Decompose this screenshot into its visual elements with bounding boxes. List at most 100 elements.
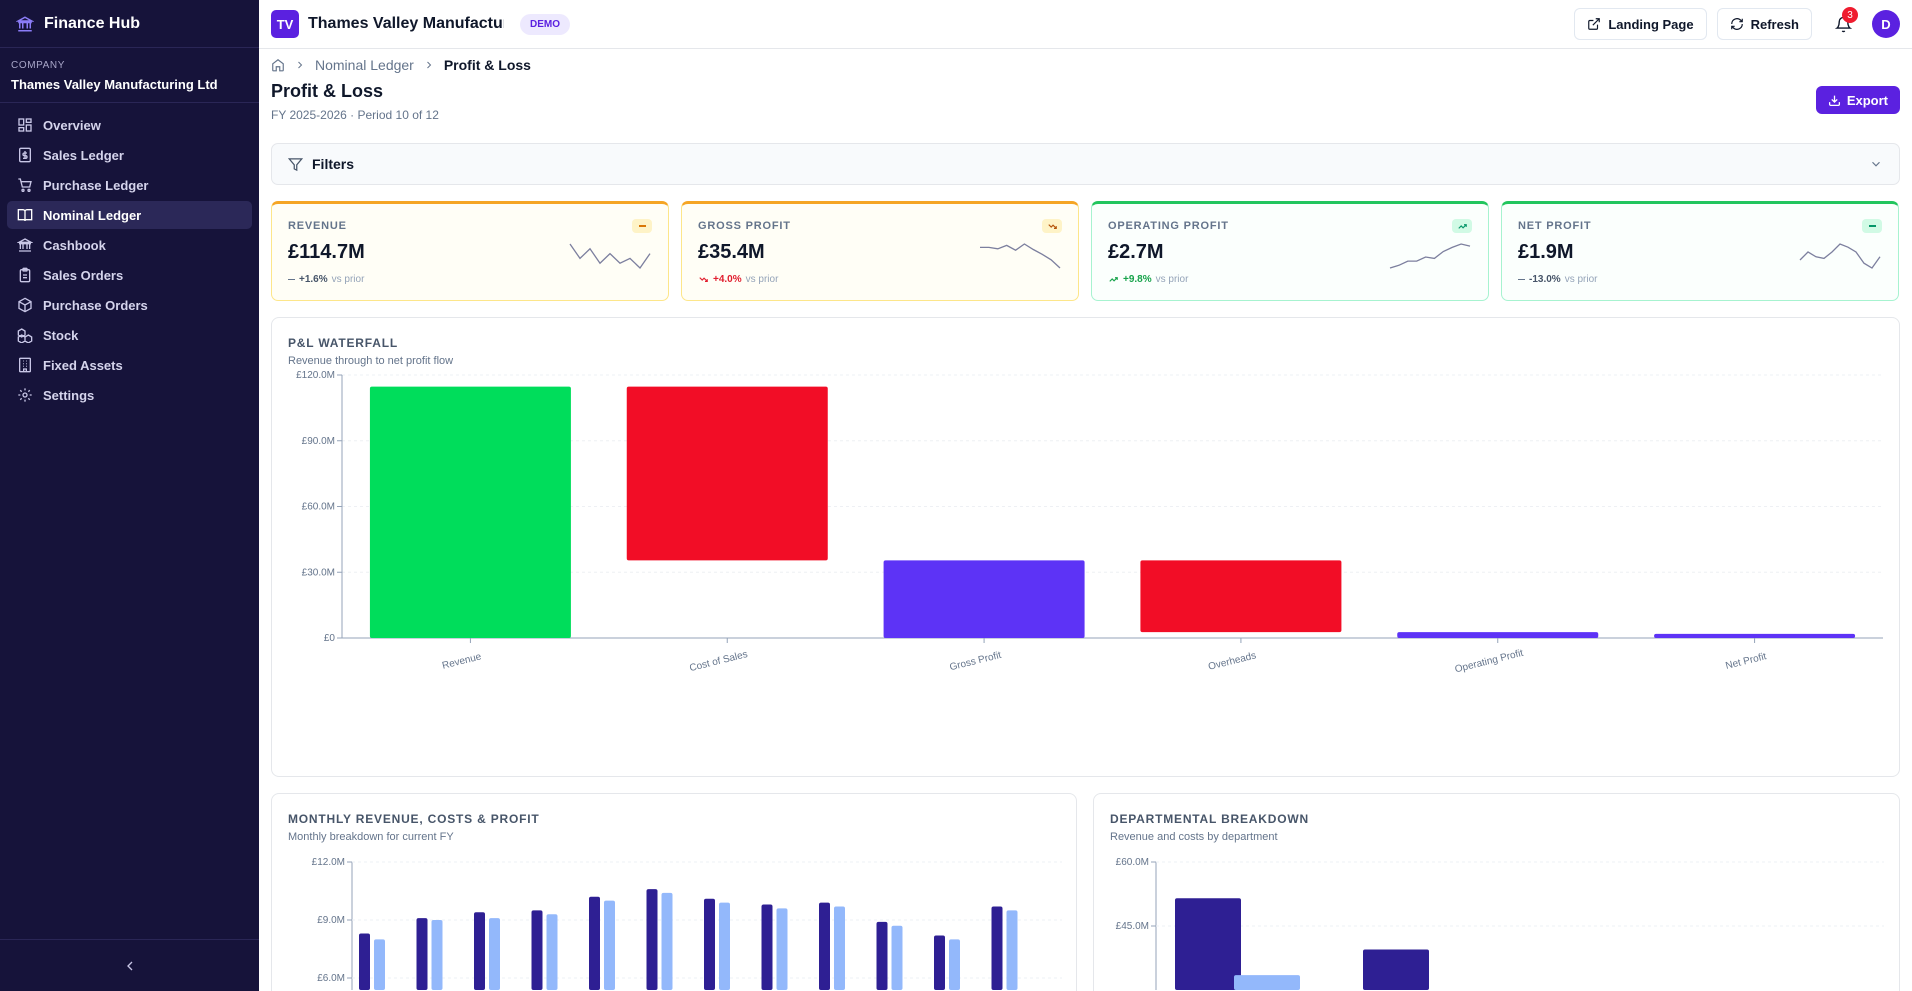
kpi-change-suffix: vs prior	[331, 274, 365, 285]
sidebar-item-purchase-ledger[interactable]: Purchase Ledger	[7, 171, 252, 199]
receipt-icon	[19, 147, 31, 163]
filter-icon	[288, 157, 303, 171]
main-content: Nominal Ledger Profit & Loss Profit & Lo…	[271, 49, 1900, 991]
sidebar-item-stock[interactable]: Stock	[7, 321, 252, 349]
monthly-bar-series-1	[991, 906, 1003, 990]
monthly-bar-series-1	[819, 902, 830, 990]
waterfall-bar-revenue	[369, 386, 571, 638]
kpi-change-value: -13.0%	[1529, 274, 1561, 285]
export-button[interactable]: Export	[1815, 86, 1900, 114]
book-icon	[17, 209, 33, 222]
waterfall-chart: £0 £30.0M £60.0M £90.0M £120.0M Revenue Cost o…	[296, 370, 1883, 675]
dept-bar-series-1	[1175, 898, 1241, 990]
kpi-change-value: +4.0%	[713, 274, 742, 285]
page-title: Profit & Loss	[271, 81, 384, 101]
monthly-bar-series-2	[604, 900, 615, 990]
x-tick-label: Revenue	[441, 651, 483, 671]
kpi-sparkline	[569, 243, 651, 269]
cart-icon	[18, 178, 32, 192]
monthly-bar-series-1	[474, 912, 485, 990]
sidebar-item-label: Sales Ledger	[43, 147, 124, 163]
sidebar-item-fixed-assets[interactable]: Fixed Assets	[7, 351, 252, 379]
x-tick-label: Net Profit	[1724, 651, 1767, 672]
topbar: TV Thames Valley Manufacturi... DEMO Lan…	[259, 0, 1912, 49]
notification-count-badge: 3	[1842, 7, 1858, 23]
monthly-bar-series-2	[431, 920, 443, 990]
sidebar-item-sales-ledger[interactable]: Sales Ledger	[7, 141, 252, 169]
demo-badge: DEMO	[520, 13, 570, 35]
kpi-label: NET PROFIT	[1518, 220, 1592, 232]
home-icon[interactable]	[271, 58, 285, 72]
org-logo: TV	[271, 10, 299, 38]
kpi-change-suffix: vs prior	[745, 274, 779, 285]
sidebar-item-label: Purchase Ledger	[43, 177, 149, 193]
y-tick-label: £6.0M	[317, 973, 345, 984]
sidebar-item-settings[interactable]: Settings	[7, 381, 252, 409]
landing-page-label: Landing Page	[1608, 16, 1694, 32]
waterfall-bar-overheads	[1140, 560, 1342, 633]
collapse-sidebar-button[interactable]	[0, 939, 259, 991]
kpi-change: +1.6% vs prior	[288, 274, 364, 285]
sidebar-item-label: Cashbook	[43, 237, 106, 253]
breadcrumb-nominal-ledger[interactable]: Nominal Ledger	[315, 57, 414, 73]
kpi-card-net-profit[interactable]: NET PROFIT £1.9M -13.0% vs prior	[1501, 201, 1899, 301]
departmental-subtitle: Revenue and costs by department	[1110, 831, 1278, 843]
sidebar: Finance Hub COMPANY Thames Valley Manufa…	[0, 0, 259, 991]
sparkline-path	[980, 243, 1061, 269]
kpi-change: +9.8% vs prior	[1108, 274, 1188, 285]
monthly-bar-series-1	[416, 918, 428, 990]
kpi-value: £114.7M	[288, 241, 365, 263]
company-label: COMPANY	[11, 60, 66, 71]
waterfall-bar-net-profit	[1654, 633, 1856, 638]
bank-icon	[17, 238, 33, 252]
sidebar-item-cashbook[interactable]: Cashbook	[7, 231, 252, 259]
dept-bar-series-1	[1363, 949, 1429, 990]
brand-name: Finance Hub	[44, 14, 141, 32]
sidebar-item-label: Overview	[43, 117, 101, 133]
breadcrumb-current: Profit & Loss	[443, 57, 531, 73]
kpi-card-operating-profit[interactable]: OPERATING PROFIT £2.7M +9.8% vs prior	[1091, 201, 1489, 301]
kpi-card-gross-profit[interactable]: GROSS PROFIT £35.4M +4.0% vs prior	[681, 201, 1079, 301]
y-tick-label: £12.0M	[312, 857, 345, 868]
trending-down-icon	[1042, 219, 1062, 233]
kpi-sparkline	[980, 243, 1061, 269]
kpi-value: £2.7M	[1108, 241, 1164, 263]
monthly-bar-series-2	[1006, 910, 1018, 990]
departmental-chart: £60.0M £45.0M	[1116, 857, 1884, 990]
filters-panel-toggle[interactable]: Filters	[271, 143, 1900, 185]
sidebar-item-nominal-ledger[interactable]: Nominal Ledger	[7, 201, 252, 229]
sparkline-path	[569, 243, 651, 269]
sidebar-item-label: Sales Orders	[43, 267, 124, 283]
company-selector[interactable]: COMPANY Thames Valley Manufacturing Ltd	[0, 48, 259, 103]
user-avatar[interactable]: D	[1872, 10, 1900, 38]
minus-icon	[288, 279, 295, 280]
chevron-left-icon	[126, 961, 132, 970]
monthly-bar-series-1	[761, 904, 773, 990]
kpi-sparkline	[1799, 243, 1881, 269]
monthly-bar-series-1	[934, 935, 945, 990]
kpi-cards: REVENUE £114.7M +1.6% vs prior GROSS PRO…	[271, 201, 1900, 301]
filters-label: Filters	[312, 156, 355, 172]
y-tick-label: £120.0M	[296, 370, 335, 381]
monthly-bar-series-2	[776, 908, 788, 990]
sidebar-item-label: Purchase Orders	[43, 297, 148, 313]
monthly-bar-series-2	[546, 914, 558, 990]
building-icon	[19, 357, 31, 373]
landing-page-button[interactable]: Landing Page	[1574, 8, 1707, 40]
brand[interactable]: Finance Hub	[0, 0, 259, 48]
kpi-card-revenue[interactable]: REVENUE £114.7M +1.6% vs prior	[271, 201, 669, 301]
sidebar-item-sales-orders[interactable]: Sales Orders	[7, 261, 252, 289]
refresh-button[interactable]: Refresh	[1716, 8, 1812, 40]
monthly-bar-series-2	[891, 925, 903, 990]
trending-up-icon	[1109, 277, 1118, 282]
notifications-button[interactable]: 3	[1828, 7, 1858, 39]
waterfall-card: P&L WATERFALL Revenue through to net pro…	[271, 317, 1900, 777]
gear-icon	[18, 388, 32, 402]
kpi-value: £1.9M	[1518, 241, 1574, 263]
sidebar-item-purchase-orders[interactable]: Purchase Orders	[7, 291, 252, 319]
kpi-change-suffix: vs prior	[1155, 274, 1189, 285]
y-tick-label: £9.0M	[317, 915, 345, 926]
sidebar-item-overview[interactable]: Overview	[7, 111, 252, 139]
y-tick-label: £90.0M	[302, 436, 335, 447]
monthly-chart: £12.0M £9.0M £6.0M	[312, 857, 1062, 990]
